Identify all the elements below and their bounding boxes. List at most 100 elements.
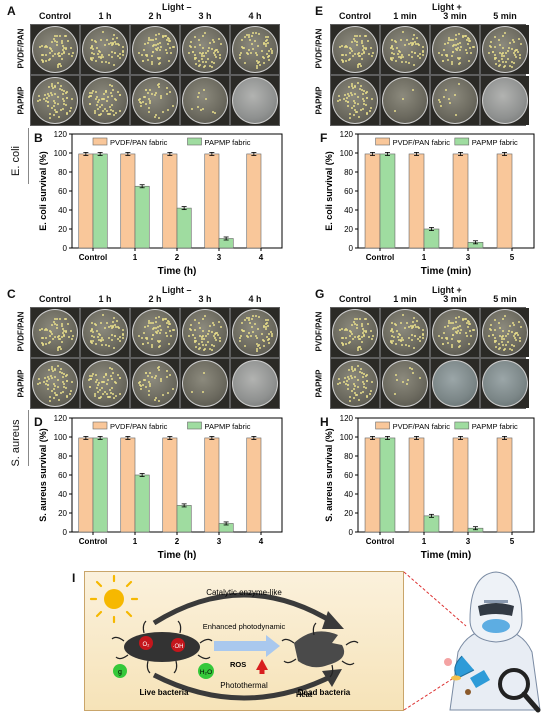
bacterial-colony	[156, 329, 159, 332]
bacterial-colony	[487, 51, 490, 54]
bacterial-colony	[144, 42, 147, 45]
bacterial-colony	[40, 327, 43, 330]
bacterial-colony	[147, 380, 150, 383]
bacterial-colony	[399, 321, 402, 324]
bacterial-colony	[349, 48, 352, 51]
bacterial-colony	[92, 336, 95, 339]
bacterial-colony	[91, 331, 94, 334]
bacterial-colony	[218, 37, 221, 40]
bacterial-colony	[352, 113, 355, 116]
bacterial-colony	[167, 109, 170, 112]
bacterial-colony	[365, 379, 368, 382]
bacterial-colony	[144, 54, 147, 57]
bacterial-colony	[114, 42, 117, 45]
bacterial-colony	[145, 54, 148, 57]
bacterial-colony	[159, 96, 162, 99]
bacterial-colony	[467, 38, 470, 41]
bar-papmp	[92, 153, 108, 249]
bacterial-colony	[147, 97, 150, 100]
bacterial-colony	[397, 332, 400, 335]
x-tick-label: 1	[133, 537, 138, 546]
bacterial-colony	[447, 97, 450, 100]
bacterial-colony	[395, 47, 398, 50]
row-label-pvdf-a: PVDF/PAN	[16, 28, 26, 69]
y-tick-label: 60	[58, 471, 67, 480]
bacterial-colony	[51, 49, 54, 52]
bacterial-colony	[404, 44, 406, 47]
column-header: 1 min	[393, 294, 417, 304]
bacterial-colony	[97, 397, 100, 400]
bacterial-colony	[462, 35, 465, 38]
bacterial-colony	[140, 384, 143, 387]
bacterial-colony	[358, 318, 361, 321]
bacterial-colony	[199, 63, 202, 66]
bacterial-colony	[54, 39, 57, 42]
bacterial-colony	[358, 345, 361, 348]
x-tick-label: 5	[510, 253, 515, 262]
bacterial-colony	[360, 348, 363, 351]
bacterial-colony	[148, 102, 151, 105]
petri-dish-cell	[81, 359, 129, 408]
y-tick-label: 60	[58, 187, 67, 196]
bacterial-colony	[399, 56, 402, 59]
bacterial-colony	[147, 106, 150, 109]
y-tick-label: 60	[344, 187, 353, 196]
bacterial-colony	[513, 336, 516, 339]
bacterial-colony	[97, 55, 100, 58]
bacterial-colony	[118, 326, 121, 329]
bacterial-colony	[204, 60, 207, 63]
bacterial-colony	[411, 321, 414, 324]
x-tick-label: 2	[175, 537, 180, 546]
bacterial-colony	[66, 395, 69, 398]
petri-dish-cell	[331, 25, 379, 74]
legend-swatch	[92, 421, 108, 430]
bacterial-colony	[94, 380, 97, 383]
bacterial-colony	[166, 325, 169, 328]
bacterial-colony	[466, 42, 469, 45]
bacterial-colony	[152, 38, 155, 41]
bacterial-colony	[165, 318, 168, 321]
bacterial-colony	[48, 378, 51, 381]
bacterial-colony	[87, 379, 90, 382]
bacterial-colony	[90, 45, 93, 48]
bacterial-colony	[365, 34, 368, 37]
bacterial-colony	[411, 43, 414, 46]
bacterial-colony	[60, 368, 63, 371]
bacterial-colony	[169, 373, 172, 376]
heat-label: Heat	[296, 690, 313, 699]
bacterial-colony	[264, 326, 267, 329]
bacterial-colony	[271, 333, 274, 336]
bacterial-colony	[399, 333, 402, 336]
bacterial-colony	[395, 330, 398, 333]
bacterial-colony	[168, 329, 171, 332]
bacterial-colony	[498, 44, 501, 47]
petri-dish	[432, 26, 478, 73]
bacterial-colony	[204, 343, 207, 346]
bacterial-colony	[390, 328, 393, 331]
bacterial-colony	[250, 42, 253, 45]
bacterial-colony	[362, 335, 365, 338]
bacterial-colony	[251, 48, 254, 51]
bacterial-colony	[468, 59, 471, 62]
bacterial-colony	[440, 53, 443, 56]
bacterial-colony	[108, 43, 111, 46]
bacterial-colony	[62, 51, 65, 54]
y-axis-label: E. coli survival (%)	[38, 151, 48, 231]
bacterial-colony	[148, 394, 151, 397]
bacterial-colony	[203, 348, 206, 351]
bacterial-colony	[264, 318, 267, 321]
bacterial-colony	[421, 49, 424, 52]
bacterial-colony	[193, 54, 196, 56]
bacterial-colony	[99, 38, 102, 41]
bacterial-colony	[389, 330, 392, 333]
bacterial-colony	[168, 342, 171, 345]
bacterial-colony	[96, 379, 99, 382]
bacterial-colony	[258, 60, 261, 63]
bacterial-colony	[202, 335, 205, 338]
bacterial-colony	[55, 41, 58, 43]
bacterial-colony	[353, 52, 356, 55]
bacterial-colony	[107, 379, 110, 382]
bacterial-colony	[501, 317, 504, 320]
bacterial-colony	[254, 323, 256, 326]
bacterial-colony	[411, 367, 414, 370]
